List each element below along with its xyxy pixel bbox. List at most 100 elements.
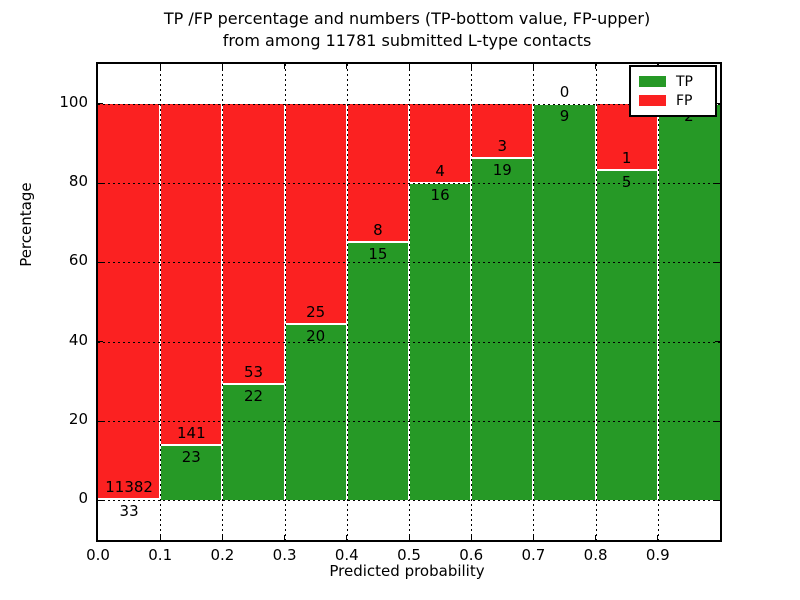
y-tick-label: 20 [68, 410, 88, 428]
bar-segment-fp [222, 103, 285, 384]
gridline-vertical [657, 64, 659, 540]
fp-count-label: 25 [306, 303, 326, 322]
x-tick-mark [470, 535, 472, 540]
gridline-horizontal [98, 421, 720, 422]
fp-count-label: 11382 [105, 478, 153, 497]
bar-segment-tp [595, 169, 658, 501]
fp-count-label: 3 [497, 136, 508, 155]
legend-swatch [639, 95, 666, 106]
fp-count-label: 0 [559, 82, 570, 101]
y-tick-mark [715, 499, 720, 501]
x-tick-label: 0.2 [210, 546, 235, 564]
y-tick-label: 0 [78, 489, 88, 508]
bar-segment-fp [346, 103, 409, 242]
chart-title: TP /FP percentage and numbers (TP-bottom… [0, 8, 800, 52]
y-tick-label: 80 [68, 172, 88, 190]
fp-count-label: 141 [176, 423, 206, 442]
y-tick-mark [98, 182, 103, 184]
gridline-vertical [471, 64, 473, 540]
bar-segment-tp [533, 103, 596, 501]
legend-entry-label: TP [676, 73, 693, 90]
y-tick-mark [98, 261, 103, 263]
bar-segment-tp [657, 103, 720, 501]
y-tick-mark [715, 341, 720, 343]
tp-count-label: 22 [243, 386, 264, 405]
x-tick-mark [470, 64, 472, 69]
legend-entry-label: FP [676, 92, 693, 109]
y-tick-label: 100 [59, 92, 88, 111]
gridline-horizontal [98, 183, 720, 184]
tp-count-label: 5 [621, 172, 632, 191]
y-tick-mark [98, 499, 103, 501]
legend: TP FP [629, 65, 717, 117]
y-axis-label: Percentage [17, 182, 35, 267]
x-tick-label: 0.0 [86, 546, 110, 564]
tp-count-label: 16 [430, 186, 450, 204]
gridline-horizontal [98, 341, 720, 343]
x-tick-mark [408, 64, 410, 69]
bar-segment-tp [284, 324, 347, 501]
bar-segment-tp [346, 241, 409, 501]
x-tick-mark [595, 535, 597, 540]
x-tick-label: 0.7 [521, 546, 546, 564]
x-tick-mark [221, 535, 223, 540]
x-tick-mark [284, 535, 286, 540]
bar-edge [471, 156, 534, 159]
x-tick-mark [532, 535, 534, 540]
x-tick-label: 0.6 [459, 546, 484, 564]
bar-edge [595, 168, 658, 171]
x-tick-mark [284, 64, 286, 69]
x-tick-mark [159, 64, 161, 69]
bar-segment-fp [160, 103, 223, 445]
gridline-vertical [160, 64, 162, 540]
x-tick-label: 0.1 [148, 546, 173, 564]
bar-edge [284, 323, 347, 326]
bar-segment-fp [98, 103, 161, 500]
bar-edge [346, 240, 409, 243]
fp-count-label: 4 [435, 162, 445, 180]
gridline-horizontal [98, 103, 720, 105]
x-axis-label: Predicted probability [329, 562, 485, 580]
gridline-vertical [409, 64, 410, 540]
x-tick-mark [346, 64, 348, 69]
x-tick-mark [159, 535, 161, 540]
y-tick-mark [98, 420, 103, 422]
gridline-vertical [533, 64, 535, 540]
tp-count-label: 20 [306, 327, 326, 346]
x-tick-mark [532, 64, 534, 69]
x-tick-label: 0.8 [583, 546, 608, 564]
x-tick-mark [346, 535, 348, 540]
legend-entry: TP [639, 72, 707, 91]
y-tick-mark [715, 261, 720, 263]
y-tick-mark [715, 182, 720, 184]
gridline-horizontal [98, 262, 720, 264]
bar-edge [98, 498, 161, 501]
y-tick-label: 60 [68, 251, 88, 270]
gridline-vertical [346, 64, 348, 540]
fp-count-label: 8 [373, 220, 383, 239]
tp-count-label: 23 [181, 447, 201, 466]
tp-count-label: 15 [368, 244, 388, 263]
y-tick-mark [98, 341, 103, 343]
x-tick-mark [221, 64, 223, 69]
x-tick-mark [657, 535, 659, 540]
y-tick-mark [98, 103, 103, 105]
tp-count-label: 9 [559, 106, 570, 125]
fp-count-label: 53 [243, 362, 264, 381]
y-tick-mark [715, 103, 720, 105]
bar-edge [160, 443, 223, 446]
x-tick-label: 0.9 [645, 546, 670, 564]
bar-segment-tp [471, 157, 534, 501]
gridline-vertical [595, 64, 597, 540]
y-tick-label: 40 [68, 330, 88, 349]
fp-count-label: 1 [621, 148, 632, 167]
legend-swatch [639, 76, 666, 87]
bar-segment-fp [284, 103, 347, 325]
y-tick-mark [715, 420, 720, 422]
chart-title-line1: TP /FP percentage and numbers (TP-bottom… [163, 9, 651, 28]
x-tick-mark [408, 535, 410, 540]
gridline-vertical [222, 64, 224, 540]
tp-count-label: 19 [492, 160, 512, 179]
